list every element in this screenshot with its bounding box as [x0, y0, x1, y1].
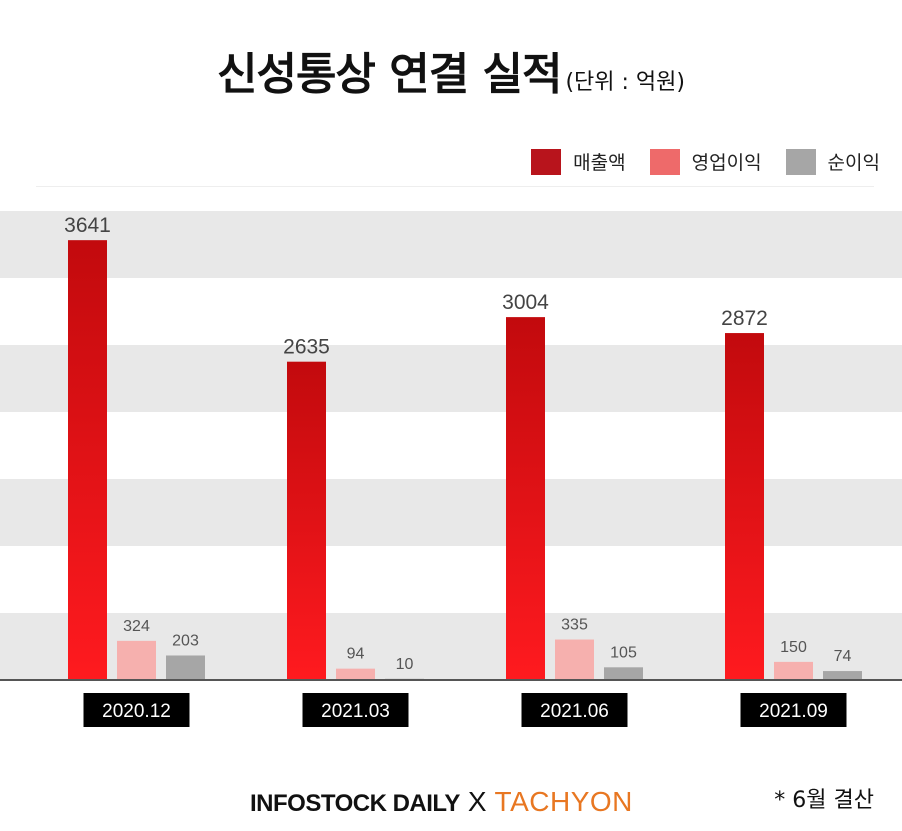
brand-tachyon: TACHYON	[494, 786, 633, 817]
category-label-box-2021.09	[740, 693, 847, 727]
chart-title: 신성통상 연결 실적	[216, 49, 562, 100]
category-label-2021.06: 2021.06	[540, 701, 609, 722]
legend-item-revenue: 매출액	[531, 148, 626, 175]
bar-operating-profit-2021.03	[336, 668, 375, 680]
unit-label: (단위 : 억원)	[565, 70, 685, 95]
category-labels: 2020.12 2021.03 2021.06 2021.09	[83, 693, 847, 727]
value-label-revenue-2021.06: 3004	[502, 291, 549, 314]
value-label-operating-profit-2020.12: 324	[123, 618, 150, 635]
category-label-box-2021.06	[521, 693, 628, 727]
bar-operating-profit-2021.06	[555, 639, 594, 680]
value-label-net-profit-2021.09: 74	[834, 648, 852, 665]
legend-label-net-profit: 순이익	[827, 152, 880, 174]
brand-separator: X	[467, 786, 487, 817]
legend-item-operating-profit: 영업이익	[649, 148, 762, 175]
legend-label-revenue: 매출액	[573, 152, 626, 174]
category-label-2021.09: 2021.09	[759, 701, 828, 722]
bar-revenue-2021.03	[287, 361, 326, 680]
legend-item-net-profit: 순이익	[785, 148, 880, 175]
category-label-box-2020.12	[83, 693, 190, 727]
value-label-revenue-2021.03: 2635	[283, 336, 330, 359]
legend-swatch-operating-profit	[649, 148, 680, 175]
grid-band	[0, 479, 902, 546]
category-label-box-2021.03	[302, 693, 409, 727]
grid-band	[0, 211, 902, 278]
grid-bands	[0, 211, 902, 680]
legend-swatch-revenue	[531, 148, 562, 175]
chart-title-group: 신성통상 연결 실적 (단위 : 억원)	[0, 38, 902, 102]
brand-infostock-daily: INFOSTOCK DAILY	[250, 790, 460, 817]
bar-operating-profit-2020.12	[117, 640, 156, 680]
value-label-revenue-2021.09: 2872	[721, 307, 768, 330]
bar-net-profit-2020.12	[166, 655, 205, 680]
grid-band	[0, 345, 902, 412]
value-label-net-profit-2020.12: 203	[172, 632, 199, 649]
bar-revenue-2020.12	[68, 240, 107, 680]
bar-net-profit-2021.09	[823, 671, 862, 680]
bars	[68, 240, 862, 681]
footer-brand: INFOSTOCK DAILY X TACHYON	[250, 786, 633, 818]
bar-revenue-2021.09	[725, 333, 764, 680]
value-label-operating-profit-2021.09: 150	[780, 639, 807, 656]
bar-chart: 3641 324 203 2635 94 10 3004 335 105 2872 150 74 20…	[0, 211, 902, 727]
bar-revenue-2021.06	[506, 317, 545, 680]
value-label-net-profit-2021.06: 105	[610, 644, 637, 661]
footer-note: * 6월 결산	[774, 788, 874, 813]
value-label-operating-profit-2021.03: 94	[347, 646, 365, 663]
value-label-net-profit-2021.03: 10	[396, 656, 414, 673]
legend-swatch-net-profit	[785, 148, 816, 175]
value-label-revenue-2020.12: 3641	[64, 214, 111, 237]
legend-divider	[36, 186, 874, 187]
legend: 매출액 영업이익 순이익	[507, 148, 880, 175]
value-labels: 3641 324 203 2635 94 10 3004 335 105 2872 150 74	[64, 214, 851, 673]
legend-label-operating-profit: 영업이익	[691, 152, 762, 174]
value-label-operating-profit-2021.06: 335	[561, 617, 588, 634]
bar-operating-profit-2021.09	[774, 661, 813, 680]
category-label-2021.03: 2021.03	[321, 701, 390, 722]
category-label-2020.12: 2020.12	[102, 701, 171, 722]
bar-net-profit-2021.06	[604, 667, 643, 680]
